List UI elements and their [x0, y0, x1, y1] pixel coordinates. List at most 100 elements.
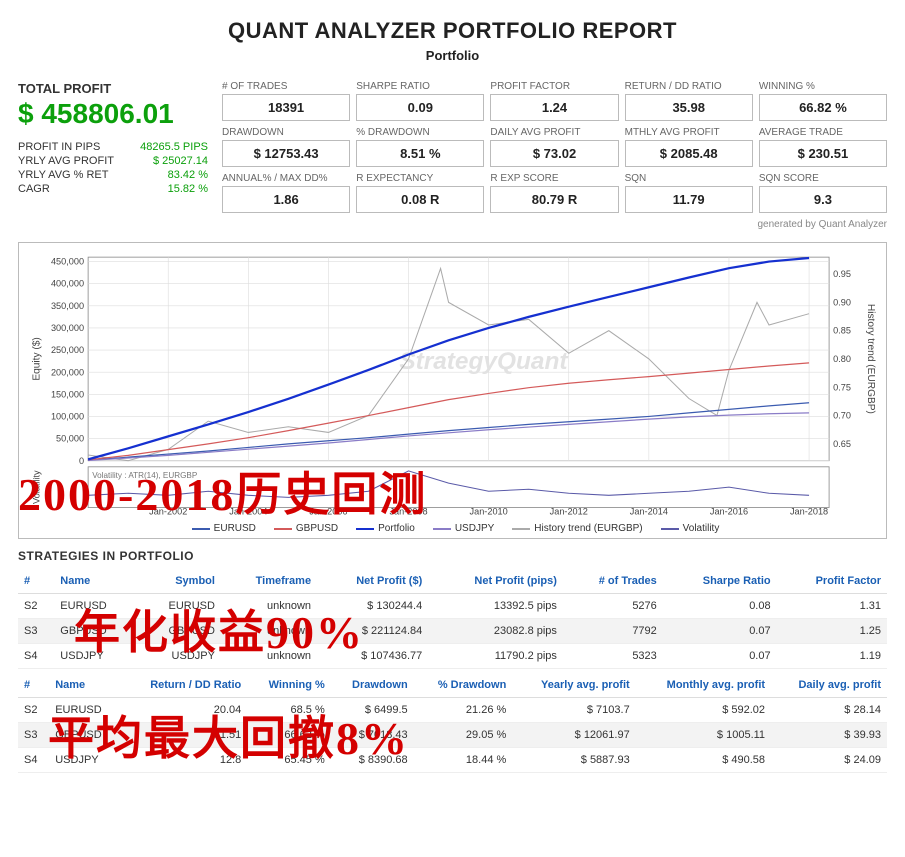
- col-header: Winning %: [247, 673, 331, 698]
- cell: 11790.2 pips: [428, 644, 563, 669]
- col-header: Net Profit (pips): [428, 569, 563, 594]
- stat-value: 18391: [222, 94, 350, 121]
- stat-label: R EXP SCORE: [490, 173, 618, 184]
- stat-value: 1.24: [490, 94, 618, 121]
- cell: EURUSD: [138, 594, 221, 619]
- col-header: Name: [49, 673, 121, 698]
- cell: $ 6499.5: [331, 698, 414, 723]
- stat-label: WINNING %: [759, 81, 887, 92]
- profit-sub-val: $ 25027.14: [153, 155, 208, 167]
- cell: S3: [18, 723, 49, 748]
- cell: $ 28.14: [771, 698, 887, 723]
- svg-text:History trend (EURGBP): History trend (EURGBP): [865, 304, 876, 414]
- stat-label: SHARPE RATIO: [356, 81, 484, 92]
- stat-label: SQN: [625, 173, 753, 184]
- total-profit-block: TOTAL PROFIT $ 458806.01 PROFIT IN PIPS4…: [18, 81, 208, 196]
- cell: 66.62 %: [247, 723, 331, 748]
- cell: unknown: [221, 594, 317, 619]
- svg-text:Jan-2002: Jan-2002: [149, 507, 187, 517]
- cell: 0.07: [663, 619, 777, 644]
- stat-box: SHARPE RATIO 0.09: [356, 81, 484, 121]
- cell: S4: [18, 748, 49, 773]
- stat-box: R EXPECTANCY0.08 R: [356, 173, 484, 213]
- svg-text:0.80: 0.80: [833, 354, 851, 364]
- svg-text:0.95: 0.95: [833, 269, 851, 279]
- total-profit-label: TOTAL PROFIT: [18, 81, 208, 96]
- col-header: Symbol: [138, 569, 221, 594]
- stat-value: 0.09: [356, 94, 484, 121]
- svg-text:Jan-2004: Jan-2004: [229, 507, 267, 517]
- chart-legend: EURUSDGBPUSDPortfolioUSDJPYHistory trend…: [25, 518, 880, 537]
- svg-text:Jan-2012: Jan-2012: [550, 507, 588, 517]
- table-row: S3GBPUSD31.5166.62 %$ 7018.4329.05 %$ 12…: [18, 723, 887, 748]
- stat-label: R EXPECTANCY: [356, 173, 484, 184]
- svg-text:Volatility: Volatility: [31, 470, 41, 504]
- col-header: Drawdown: [331, 673, 414, 698]
- col-header: Monthly avg. profit: [636, 673, 771, 698]
- cell: $ 1005.11: [636, 723, 771, 748]
- profit-sub-key: PROFIT IN PIPS: [18, 141, 100, 153]
- cell: EURUSD: [49, 698, 121, 723]
- total-profit-value: $ 458806.01: [18, 98, 208, 130]
- stat-label: AVERAGE TRADE: [759, 127, 887, 138]
- stat-value: 1.86: [222, 186, 350, 213]
- cell: S2: [18, 594, 54, 619]
- generated-note: generated by Quant Analyzer: [222, 219, 887, 230]
- svg-text:200,000: 200,000: [51, 367, 84, 377]
- profit-sub-row: CAGR 15.82 %: [18, 182, 208, 196]
- cell: $ 24.09: [771, 748, 887, 773]
- svg-text:350,000: 350,000: [51, 301, 84, 311]
- cell: $ 221124.84: [317, 619, 428, 644]
- cell: 18.44 %: [414, 748, 513, 773]
- stat-box: MTHLY AVG PROFIT$ 2085.48: [625, 127, 753, 167]
- stats-grid: # OF TRADES18391SHARPE RATIO0.09PROFIT F…: [222, 81, 887, 230]
- cell: $ 39.93: [771, 723, 887, 748]
- cell: USDJPY: [54, 644, 137, 669]
- stat-label: # OF TRADES: [222, 81, 350, 92]
- svg-text:Jan-2006: Jan-2006: [309, 507, 347, 517]
- cell: $ 107436.77: [317, 644, 428, 669]
- cell: 68.5 %: [247, 698, 331, 723]
- profit-sub-key: YRLY AVG PROFIT: [18, 155, 114, 167]
- equity-chart: 050,000100,000150,000200,000250,000300,0…: [18, 242, 887, 539]
- profit-sub-key: YRLY AVG % RET: [18, 169, 108, 181]
- stat-box: R EXP SCORE80.79 R: [490, 173, 618, 213]
- profit-sub-row: PROFIT IN PIPS48265.5 PIPS: [18, 140, 208, 154]
- stat-label: RETURN / DD RATIO: [625, 81, 753, 92]
- stat-box: DRAWDOWN$ 12753.43: [222, 127, 350, 167]
- stat-value: $ 73.02: [490, 140, 618, 167]
- svg-text:Jan-2010: Jan-2010: [470, 507, 508, 517]
- cell: 65.45 %: [247, 748, 331, 773]
- cell: 0.07: [663, 644, 777, 669]
- stat-label: DRAWDOWN: [222, 127, 350, 138]
- cell: $ 8390.68: [331, 748, 414, 773]
- legend-item: Portfolio: [350, 523, 415, 534]
- legend-item: EURUSD: [186, 523, 256, 534]
- cell: 5323: [563, 644, 663, 669]
- col-header: Return / DD Ratio: [121, 673, 247, 698]
- cell: $ 490.58: [636, 748, 771, 773]
- profit-sub-val: 15.82 %: [168, 183, 208, 195]
- legend-item: USDJPY: [427, 523, 494, 534]
- stat-row: DRAWDOWN$ 12753.43% DRAWDOWN8.51 %DAILY …: [222, 127, 887, 167]
- col-header: #: [18, 569, 54, 594]
- cell: $ 130244.4: [317, 594, 428, 619]
- cell: 1.19: [777, 644, 887, 669]
- svg-text:0.65: 0.65: [833, 439, 851, 449]
- profit-sub-key: CAGR: [18, 183, 50, 195]
- page-subtitle: Portfolio: [18, 48, 887, 63]
- stat-value: $ 230.51: [759, 140, 887, 167]
- stat-box: SQN11.79: [625, 173, 753, 213]
- cell: USDJPY: [138, 644, 221, 669]
- svg-text:Jan-2016: Jan-2016: [710, 507, 748, 517]
- col-header: Profit Factor: [777, 569, 887, 594]
- stat-label: DAILY AVG PROFIT: [490, 127, 618, 138]
- cell: S3: [18, 619, 54, 644]
- stat-label: % DRAWDOWN: [356, 127, 484, 138]
- svg-text:Equity ($): Equity ($): [31, 337, 42, 380]
- col-header: Yearly avg. profit: [512, 673, 635, 698]
- col-header: Daily avg. profit: [771, 673, 887, 698]
- col-header: # of Trades: [563, 569, 663, 594]
- svg-text:400,000: 400,000: [51, 279, 84, 289]
- stat-value: 66.82 %: [759, 94, 887, 121]
